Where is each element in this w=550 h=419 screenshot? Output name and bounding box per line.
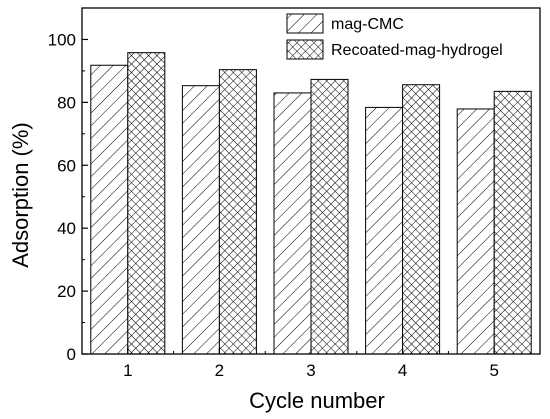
x-axis-title: Cycle number: [249, 388, 385, 413]
y-tick-label-20: 20: [57, 282, 76, 301]
bar-mag-cmc-cycle-1: [90, 64, 129, 355]
x-tick-label-3: 3: [306, 361, 315, 380]
y-tick-label-0: 0: [67, 345, 76, 364]
bar-recoated-mag-hydrogel-cycle-4: [402, 84, 441, 355]
x-tick-label-2: 2: [215, 361, 224, 380]
y-axis-title: Adsorption (%): [8, 122, 33, 268]
y-tick-label-80: 80: [57, 93, 76, 112]
bar-mag-cmc-cycle-4: [365, 106, 404, 355]
bar-mag-cmc-cycle-2: [181, 85, 220, 355]
y-tick-label-60: 60: [57, 156, 76, 175]
bar-recoated-mag-hydrogel-cycle-2: [218, 69, 257, 355]
bar-recoated-mag-hydrogel-cycle-5: [493, 90, 532, 355]
x-tick-label-4: 4: [398, 361, 407, 380]
x-tick-label-1: 1: [123, 361, 132, 380]
x-tick-label-5: 5: [489, 361, 498, 380]
bar-recoated-mag-hydrogel-cycle-1: [127, 52, 166, 355]
ticks-group: 0 20 40 60 80 100 1 2 3 4 5: [48, 30, 541, 380]
y-tick-label-100: 100: [48, 30, 76, 49]
y-tick-label-40: 40: [57, 219, 76, 238]
legend-label-mag-cmc: mag-CMC: [331, 16, 404, 33]
legend-swatch-recoated: [286, 39, 324, 60]
legend: mag-CMC Recoated-mag-hydrogel: [286, 13, 503, 60]
bar-mag-cmc-cycle-3: [273, 92, 312, 355]
legend-swatch-mag-cmc: [286, 13, 324, 34]
legend-label-recoated: Recoated-mag-hydrogel: [331, 42, 503, 59]
bars-group: [90, 52, 532, 355]
bar-mag-cmc-cycle-5: [456, 108, 495, 355]
bar-recoated-mag-hydrogel-cycle-3: [310, 78, 349, 355]
